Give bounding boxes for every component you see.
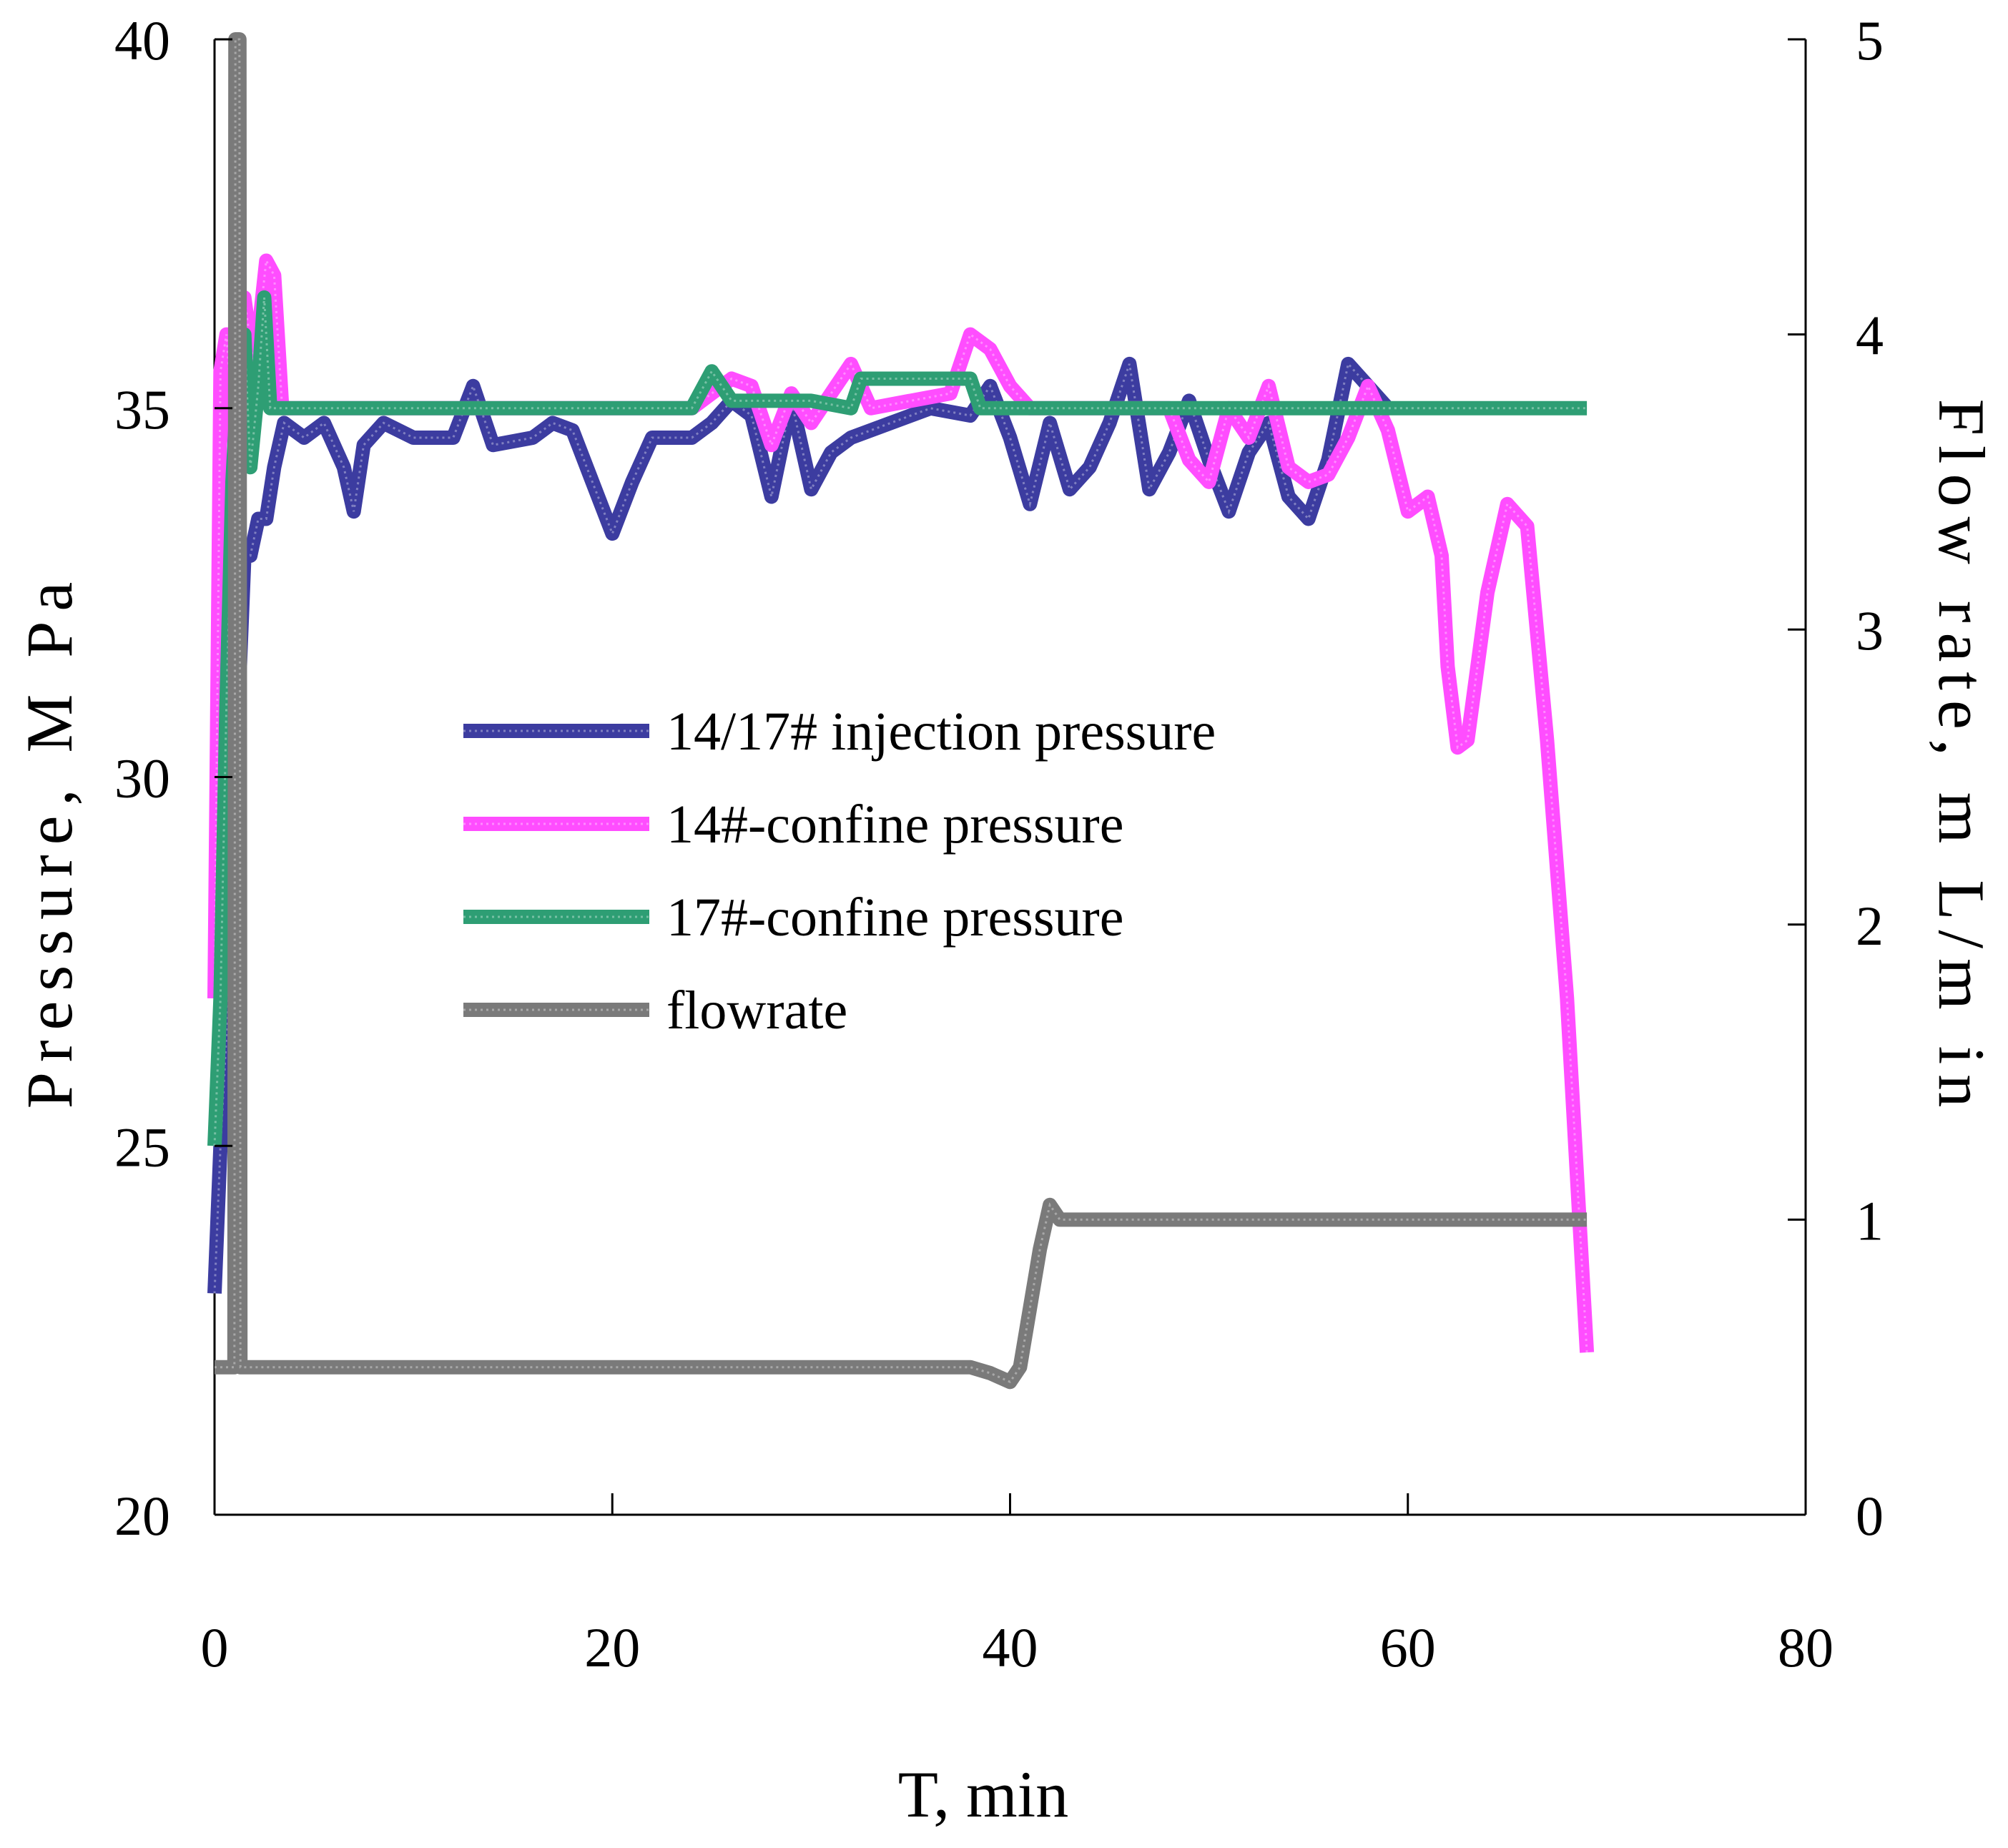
legend-label-14-confine-pressure: 14#-confine pressure [666,795,1123,855]
right-y-tick-label: 3 [1856,599,1884,662]
right-y-tick-label: 2 [1856,895,1884,957]
x-axis-title: T, min [898,1758,1069,1831]
left-y-tick-label: 35 [114,378,170,441]
series-line-texture-14-17-injection-pressure [213,361,1389,1294]
right-y-tick-label: 4 [1856,305,1884,367]
left-y-tick-label: 25 [114,1116,170,1178]
plot-frame [213,39,1807,1516]
ticks-layer: 0 20 40 60 80 20 25 30 35 40 0 1 2 3 4 5 [114,9,1884,1679]
x-tick-label: 80 [1778,1616,1834,1679]
series-layer [207,32,1595,1390]
right-y-axis-title: Flow rate, m L/m in [1925,399,1998,1117]
x-tick-label: 60 [1380,1616,1436,1679]
right-y-tick-label: 0 [1856,1485,1884,1547]
left-y-axis-title: Pressure, M Pa [13,572,86,1109]
left-y-tick-label: 30 [114,747,170,810]
x-tick-label: 20 [584,1616,640,1679]
x-tick-label: 0 [201,1616,229,1679]
legend-label-flowrate: flowrate [666,980,847,1041]
x-tick-label: 40 [983,1616,1038,1679]
left-y-tick-label: 40 [114,9,170,72]
right-y-tick-label: 5 [1856,9,1884,72]
legend-label-14-17-injection-pressure: 14/17# injection pressure [666,702,1216,762]
right-y-tick-label: 1 [1856,1189,1884,1252]
left-y-tick-label: 20 [114,1485,170,1547]
legend: 14/17# injection pressure 14#-confine pre… [463,702,1216,1041]
series-line-flowrate [215,32,1588,1390]
legend-label-17-confine-pressure: 17#-confine pressure [666,888,1123,948]
